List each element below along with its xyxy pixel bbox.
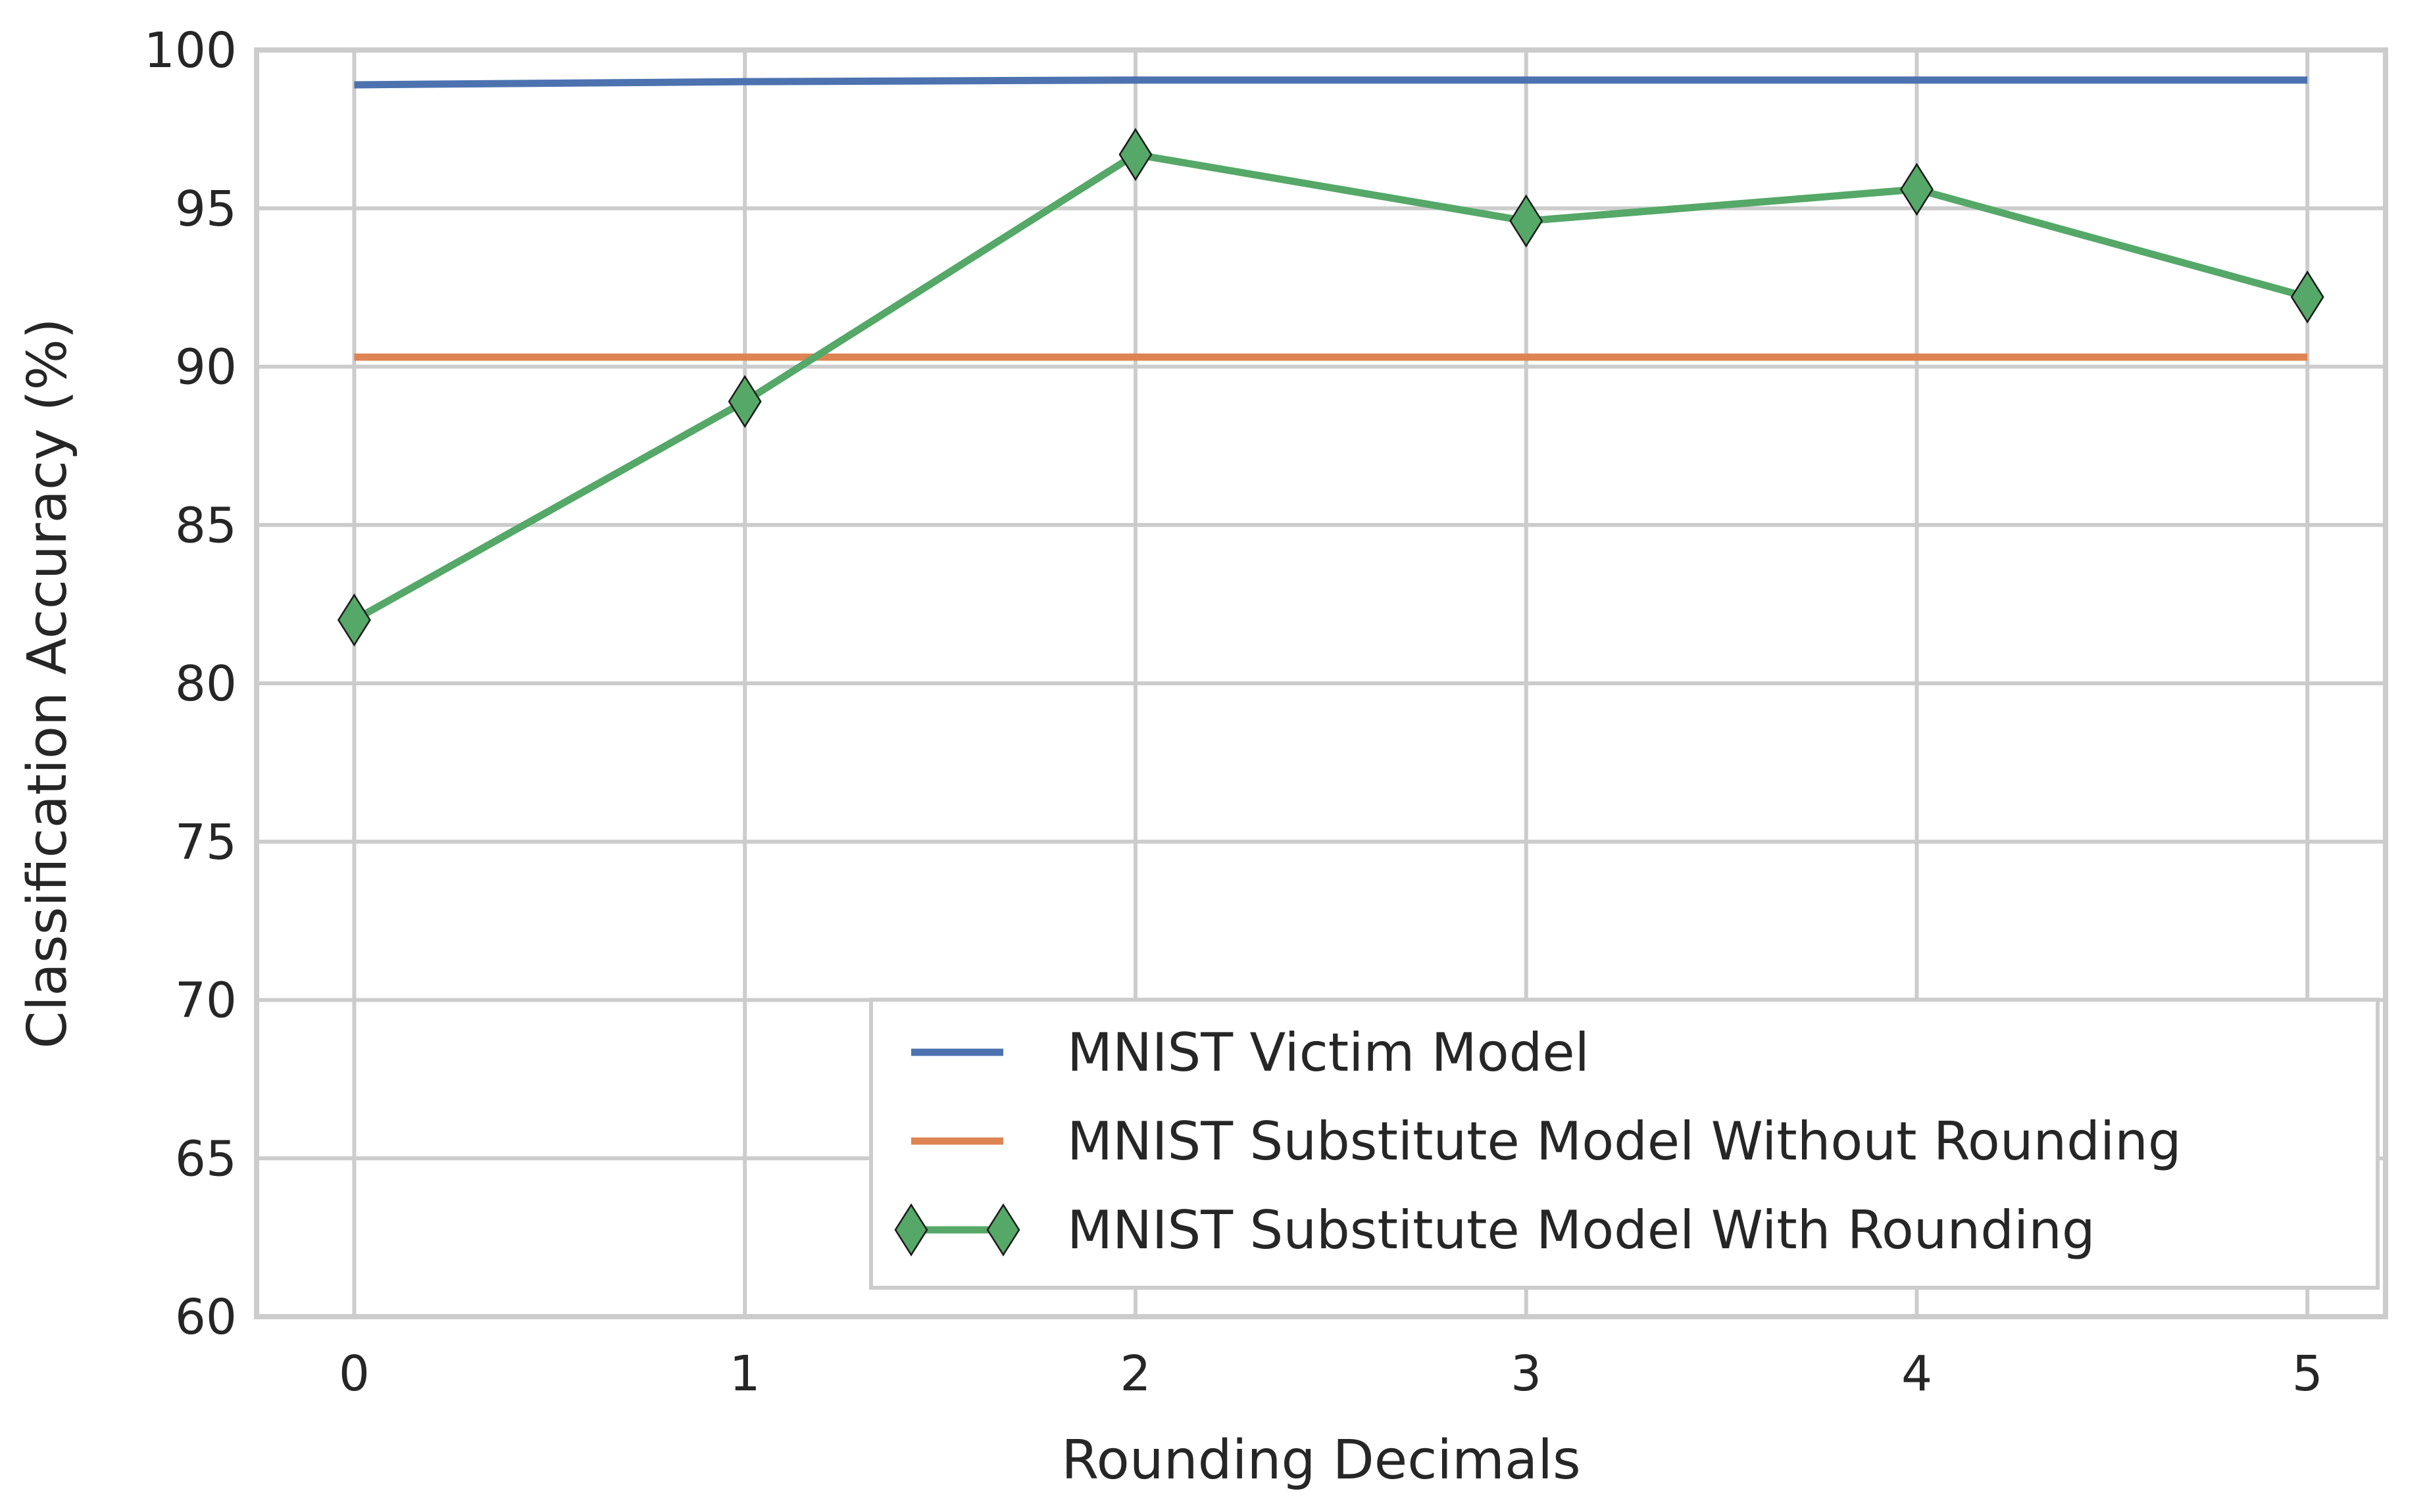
y-tick-label: 70 (175, 973, 237, 1029)
legend-label: MNIST Substitute Model With Rounding (1067, 1200, 2095, 1261)
legend-item: MNIST Victim Model (911, 1022, 1589, 1083)
x-tick-labels: 0 1 2 3 4 5 (339, 1346, 2323, 1402)
x-tick-label: 2 (1120, 1346, 1151, 1402)
y-axis-title: Classification Accuracy (%) (16, 318, 79, 1049)
data-point-marker (1509, 194, 1543, 248)
legend-marker (986, 1203, 1020, 1257)
y-tick-label: 85 (175, 497, 237, 554)
data-point-marker (728, 375, 762, 428)
data-point-marker (1118, 128, 1153, 182)
y-tick-label: 95 (175, 181, 237, 237)
data-point-marker (2290, 270, 2324, 324)
legend-item: MNIST Substitute Model Without Rounding (911, 1111, 2182, 1172)
data-point-marker (1900, 162, 1934, 216)
series-1 (354, 76, 2308, 89)
y-tick-label: 80 (175, 656, 237, 712)
legend-label: MNIST Victim Model (1067, 1022, 1589, 1083)
series-layer (337, 76, 2324, 647)
series-line (354, 76, 2308, 89)
legend-item: MNIST Substitute Model With Rounding (894, 1200, 2095, 1261)
series-3 (337, 128, 2324, 647)
data-point-marker (337, 593, 371, 647)
x-tick-label: 0 (339, 1346, 370, 1402)
legend-box (869, 998, 2380, 1290)
y-tick-labels: 60 65 70 75 80 85 90 95 100 (144, 22, 237, 1346)
x-tick-label: 5 (2292, 1346, 2323, 1402)
legend-label: MNIST Substitute Model Without Rounding (1067, 1111, 2182, 1172)
x-tick-label: 3 (1511, 1346, 1541, 1402)
y-tick-label: 60 (175, 1289, 237, 1346)
series-line (352, 151, 2309, 623)
x-tick-label: 1 (730, 1346, 761, 1402)
legend: MNIST Victim Model MNIST Substitute Model… (869, 998, 2380, 1290)
y-tick-label: 90 (175, 339, 237, 396)
plot-frame (254, 47, 2388, 1319)
y-tick-label: 65 (175, 1131, 237, 1187)
x-axis-title: Rounding Decimals (1061, 1429, 1580, 1492)
x-tick-label: 4 (1901, 1346, 1932, 1402)
y-tick-label: 100 (144, 22, 237, 79)
y-tick-label: 75 (175, 814, 237, 871)
legend-marker (894, 1203, 928, 1257)
